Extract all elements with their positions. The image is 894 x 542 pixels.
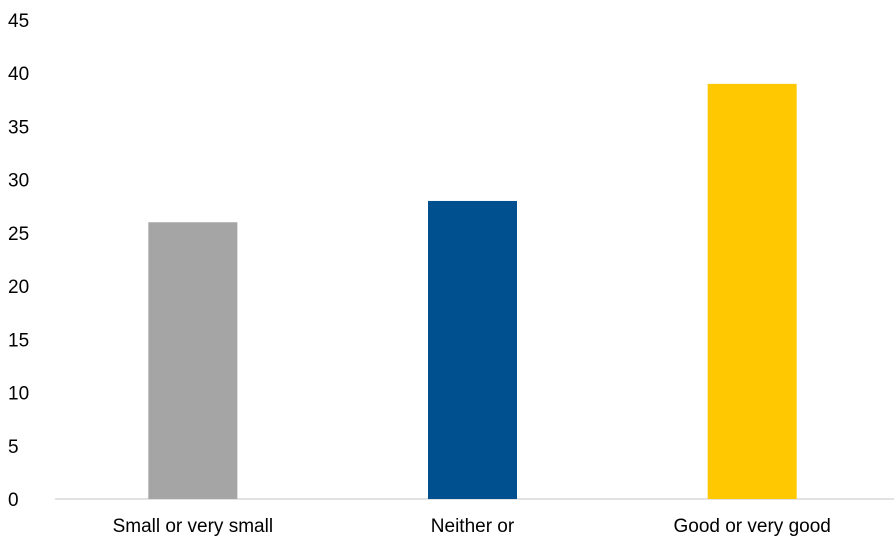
category-label: Good or very good bbox=[673, 516, 830, 537]
y-tick-label: 25 bbox=[8, 224, 29, 245]
y-tick-label: 0 bbox=[8, 490, 19, 511]
bar bbox=[148, 222, 238, 499]
y-tick-label: 10 bbox=[8, 384, 29, 405]
category-label: Neither or bbox=[431, 516, 515, 537]
bar bbox=[707, 83, 797, 499]
y-tick-label: 15 bbox=[8, 330, 29, 351]
y-tick-label: 45 bbox=[8, 11, 29, 32]
bar bbox=[428, 200, 517, 499]
y-axis-ticks: 0 5 10 15 20 25 30 35 40 45 bbox=[8, 11, 29, 511]
y-tick-label: 35 bbox=[8, 117, 29, 138]
category-labels: Small or very small Neither or Good or ver… bbox=[113, 516, 831, 537]
y-tick-label: 40 bbox=[8, 64, 29, 85]
y-tick-label: 5 bbox=[8, 437, 19, 458]
y-tick-label: 20 bbox=[8, 277, 29, 298]
category-label: Small or very small bbox=[113, 516, 273, 537]
y-tick-label: 30 bbox=[8, 171, 29, 192]
bars-group bbox=[148, 83, 797, 499]
